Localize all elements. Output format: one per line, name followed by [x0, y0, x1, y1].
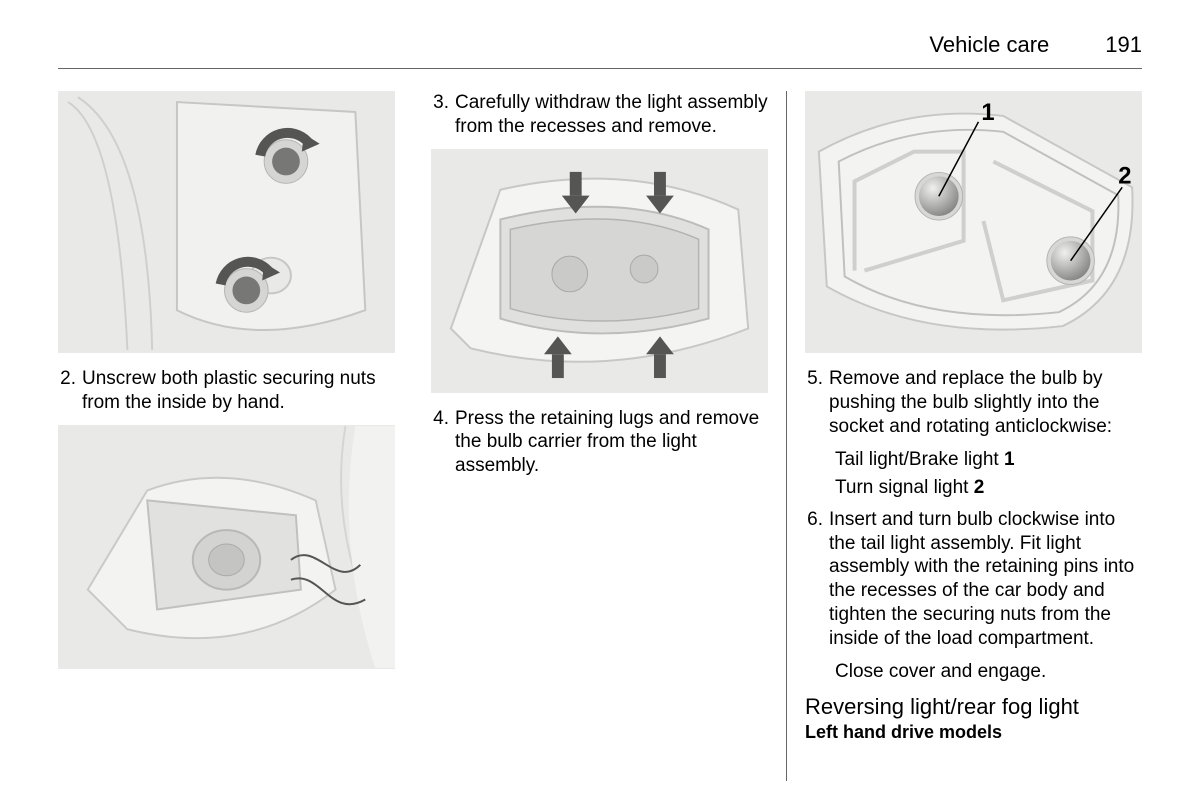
page-number: 191 — [1105, 32, 1142, 58]
step-text: Remove and replace the bulb by pushing t… — [829, 367, 1142, 438]
figure-press-lugs — [431, 149, 768, 393]
bulb-1-number: 1 — [1004, 449, 1015, 470]
column-left: 2. Unscrew both plastic securing nuts fr… — [58, 91, 413, 781]
step-5: 5. Remove and replace the bulb by pushin… — [805, 367, 1142, 438]
step-6: 6. Insert and turn bulb clockwise into t… — [805, 508, 1142, 651]
illustration-3 — [431, 149, 768, 393]
column-right: 1 2 5. Remove and replace the bulb by pu… — [787, 91, 1142, 781]
step-5-sub-1: Tail light/Brake light 1 — [835, 448, 1142, 472]
step-number: 5. — [805, 367, 829, 438]
step-text: Unscrew both plastic securing nuts from … — [82, 367, 395, 415]
step-text: Insert and turn bulb clockwise into the … — [829, 508, 1142, 651]
section-title: Vehicle care — [929, 32, 1049, 58]
figure-withdraw-assembly — [58, 425, 395, 669]
figure-bulb-positions: 1 2 — [805, 91, 1142, 353]
bulb-2-number: 2 — [974, 477, 985, 498]
subsection-subheading: Left hand drive models — [805, 722, 1142, 743]
step-text: Carefully withdraw the light assembly fr… — [455, 91, 768, 139]
figure-unscrew-nuts — [58, 91, 395, 353]
content-columns: 2. Unscrew both plastic securing nuts fr… — [58, 91, 1142, 781]
step-number: 6. — [805, 508, 829, 651]
step-number: 3. — [431, 91, 455, 139]
step-5-sub-2: Turn signal light 2 — [835, 476, 1142, 500]
callout-2-label: 2 — [1118, 162, 1131, 189]
step-4: 4. Press the retaining lugs and remove t… — [431, 407, 768, 478]
illustration-1 — [58, 91, 395, 353]
step-2: 2. Unscrew both plastic securing nuts fr… — [58, 367, 395, 415]
step-number: 2. — [58, 367, 82, 415]
step-number: 4. — [431, 407, 455, 478]
illustration-2 — [58, 425, 395, 669]
page-header: Vehicle care 191 — [58, 32, 1142, 69]
illustration-4: 1 2 — [805, 91, 1142, 353]
column-middle: 3. Carefully withdraw the light assembly… — [413, 91, 787, 781]
callout-1-label: 1 — [981, 99, 994, 126]
bulb-2-label: Turn signal light — [835, 477, 974, 498]
bulb-1-label: Tail light/Brake light — [835, 449, 1004, 470]
subsection-heading: Reversing light/rear fog light — [805, 694, 1142, 720]
step-text: Press the retaining lugs and remove the … — [455, 407, 768, 478]
step-3: 3. Carefully withdraw the light assembly… — [431, 91, 768, 139]
step-6-close: Close cover and engage. — [835, 660, 1142, 684]
page: Vehicle care 191 — [0, 0, 1200, 802]
